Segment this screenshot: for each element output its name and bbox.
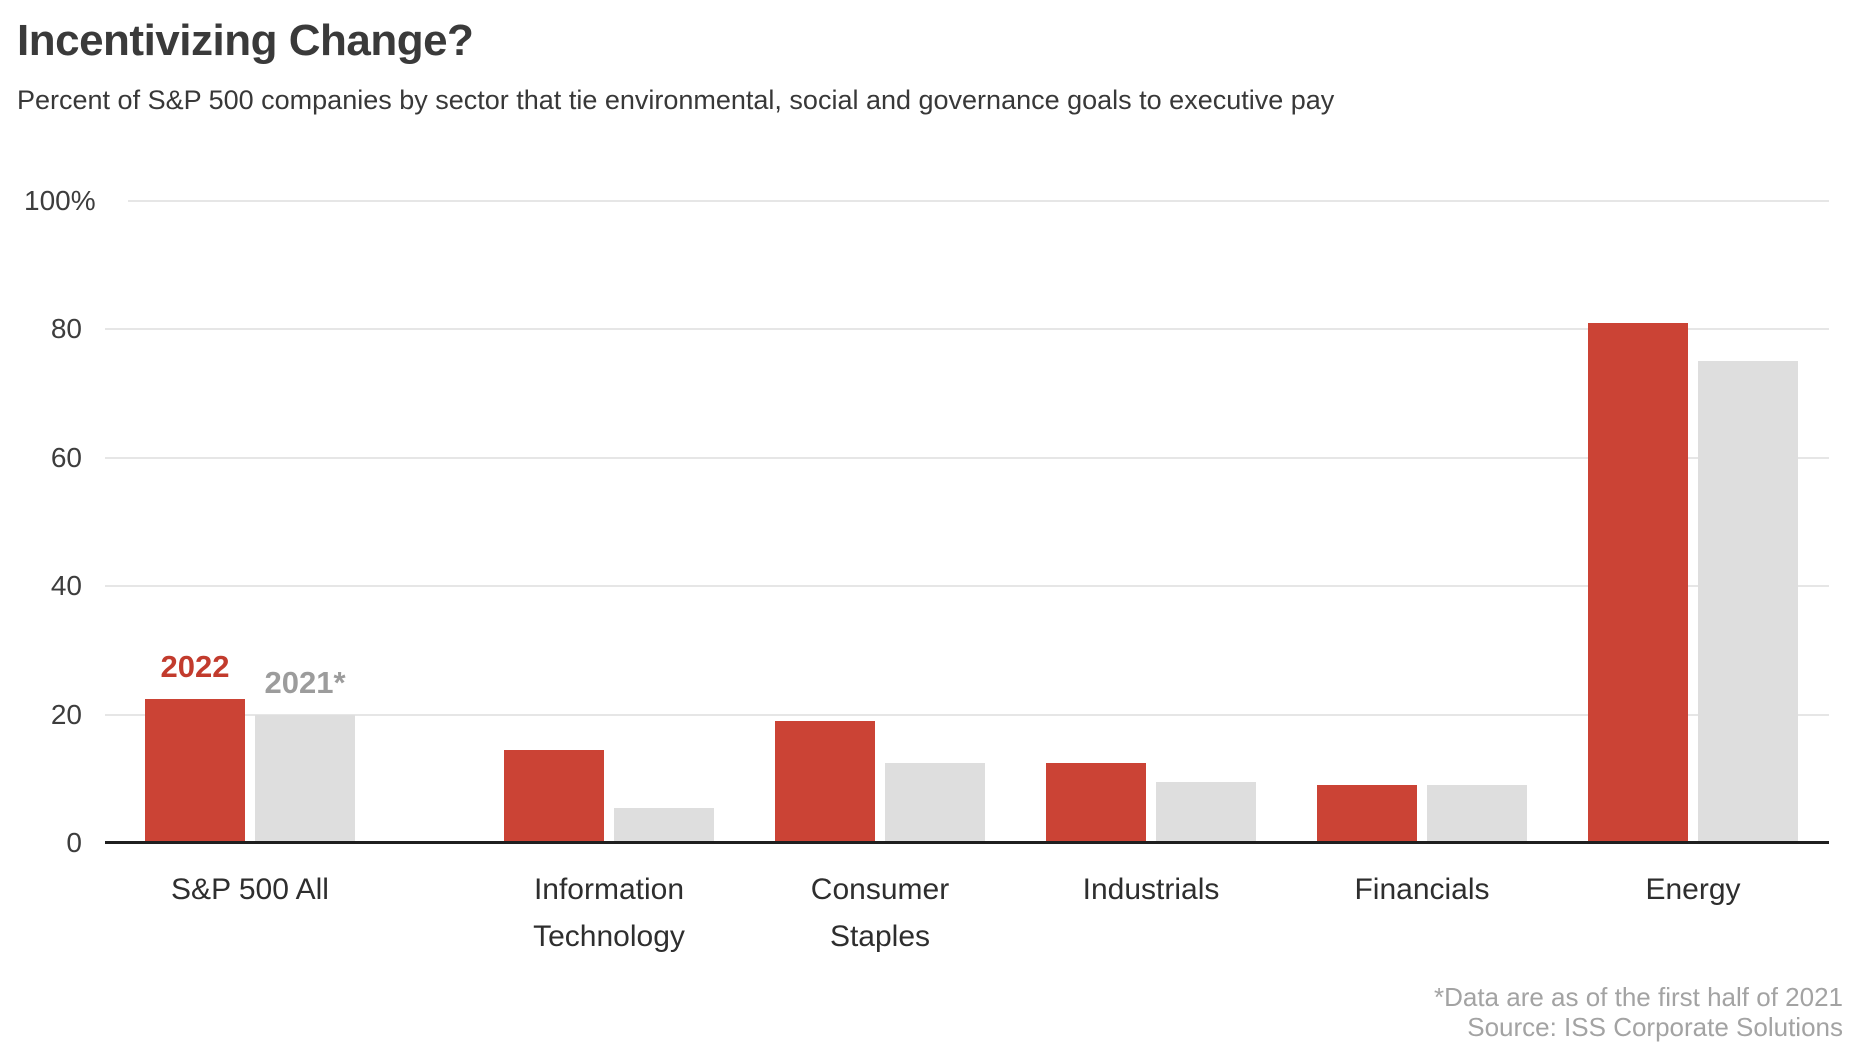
bar-2022-energy <box>1588 323 1688 843</box>
gridline-100 <box>128 200 1829 202</box>
gridline-40 <box>105 585 1829 588</box>
x-category-label-information-technology: Information Technology <box>533 873 685 953</box>
bar-2022-financials <box>1317 785 1417 843</box>
x-category-label-s-p-500-all: S&P 500 All <box>171 873 329 906</box>
y-tick-label-100: 100% <box>24 185 96 216</box>
bar-2021-s-p-500-all <box>255 715 355 843</box>
y-tick-label-0: 0 <box>66 827 82 858</box>
chart-subtitle: Percent of S&P 500 companies by sector t… <box>17 85 1335 115</box>
bar-2021-information-technology <box>614 808 714 843</box>
bar-2022-information-technology <box>504 750 604 843</box>
footnote-data-note: *Data are as of the first half of 2021 <box>1433 982 1843 1012</box>
bar-2021-consumer-staples <box>885 763 985 843</box>
bar-2021-industrials <box>1156 782 1256 843</box>
y-tick-label-80: 80 <box>50 313 82 345</box>
x-category-label-financials: Financials <box>1354 873 1490 906</box>
x-axis-line <box>105 841 1829 844</box>
gridline-20 <box>105 713 1829 716</box>
bar-2022-industrials <box>1046 763 1146 843</box>
legend-label-2022: 2022 <box>160 648 230 684</box>
footnote-source: Source: ISS Corporate Solutions <box>1467 1012 1843 1042</box>
bar-2022-consumer-staples <box>775 721 875 843</box>
y-tick-label-40: 40 <box>50 570 82 602</box>
bar-2022-s-p-500-all <box>145 699 245 843</box>
gridline-60 <box>105 456 1829 459</box>
y-tick-label-20: 20 <box>50 698 82 730</box>
y-tick-label-60: 60 <box>50 441 82 473</box>
bar-2021-financials <box>1427 785 1527 843</box>
legend-label-2021: 2021* <box>264 664 346 700</box>
bar-2021-energy <box>1698 361 1798 843</box>
x-category-label-industrials: Industrials <box>1082 873 1220 906</box>
footnote: *Data are as of the first half of 2021 S… <box>1434 982 1843 1042</box>
x-category-label-consumer-staples: Consumer Staples <box>810 873 950 953</box>
x-category-label-energy: Energy <box>1645 873 1741 906</box>
gridline-80 <box>105 328 1829 331</box>
chart-title: Incentivizing Change? <box>17 16 474 65</box>
